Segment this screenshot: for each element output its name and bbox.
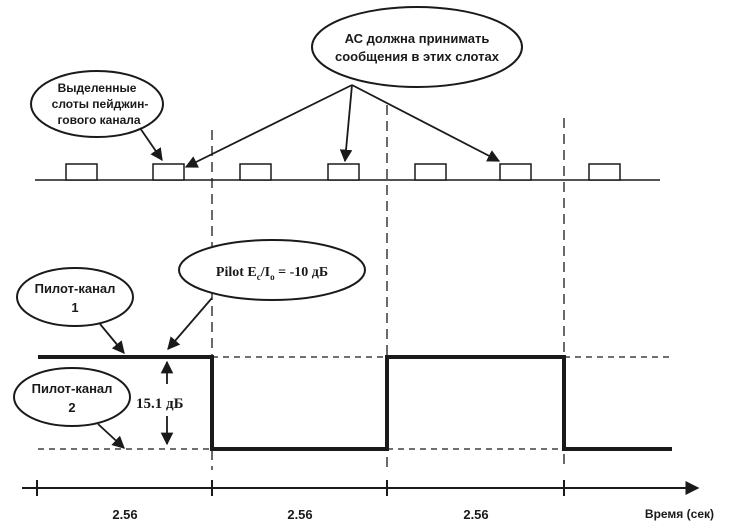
paging-callout-arrow	[139, 127, 163, 162]
as-callout-arrows	[184, 84, 501, 168]
slot-assigned	[327, 163, 360, 181]
pilot-ratio-sub2: o	[270, 272, 275, 282]
slot	[414, 163, 447, 181]
arrow-to-slot-2	[339, 84, 353, 163]
pilot-ratio-value: = -10 дБ	[275, 265, 328, 280]
as-callout-line2: сообщения в этих слотах	[335, 49, 500, 64]
pilot-channel-2-callout	[13, 367, 131, 427]
arrow-to-slot-1	[184, 84, 353, 168]
slot-assigned	[152, 163, 185, 181]
slot-assigned	[499, 163, 532, 181]
pilot-channel-1-callout	[16, 267, 134, 327]
slot	[65, 163, 98, 181]
pilot2-callout-arrow	[97, 423, 125, 449]
pilot-ratio-arrow	[167, 297, 213, 350]
level-difference-label: 15.1 дБ	[136, 396, 184, 412]
pilot-channel-1-waveform	[38, 355, 672, 451]
time-axis-ticks	[36, 480, 565, 496]
pilot-ratio-callout	[178, 239, 366, 301]
slot-row	[65, 163, 621, 181]
paging-callout-line1: Выделенные	[58, 81, 137, 95]
arrow-to-slot-3	[351, 84, 501, 162]
paging-slots-callout	[30, 70, 164, 138]
as-callout-line1: АС должна принимать	[345, 31, 490, 46]
time-segment-label-2: 2.56	[287, 507, 312, 522]
time-segment-label-1: 2.56	[112, 507, 137, 522]
pilot-ratio-text: Pilot Ec/Io = -10 дБ	[216, 265, 328, 282]
pilot-ratio-mid: /I	[260, 265, 270, 280]
paging-callout-line2: слоты пейджин-	[52, 97, 149, 111]
pilot-ratio-sub1: c	[257, 272, 261, 282]
paging-callout-line3: гового канала	[57, 113, 140, 127]
time-segment-label-3: 2.56	[463, 507, 488, 522]
pilot-ratio-main: Pilot E	[216, 265, 257, 280]
pilot1-callout-arrow	[99, 323, 125, 354]
slot	[588, 163, 621, 181]
time-axis-label: Время (сек)	[645, 507, 714, 521]
slot	[239, 163, 272, 181]
as-callout	[311, 6, 523, 88]
pilot1-callout-line2: 1	[71, 300, 78, 315]
pilot-channel-2-waveform	[38, 356, 672, 450]
pilot2-callout-line1: Пилот-канал	[32, 381, 113, 396]
pilot2-callout-line2: 2	[68, 400, 75, 415]
pilot1-callout-line1: Пилот-канал	[35, 281, 116, 296]
